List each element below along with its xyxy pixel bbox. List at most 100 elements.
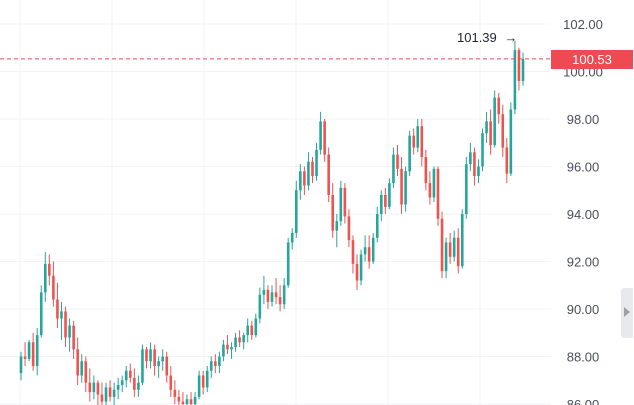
candle xyxy=(355,254,359,290)
candle xyxy=(153,344,156,376)
candle xyxy=(120,375,124,393)
candle-body xyxy=(282,285,286,305)
candle-body xyxy=(339,187,343,222)
candle-body xyxy=(388,183,391,207)
candle-body xyxy=(505,147,509,174)
candle-body xyxy=(262,290,266,295)
candle-body xyxy=(92,382,96,393)
candle-body xyxy=(60,311,63,319)
candle xyxy=(76,337,79,385)
candle xyxy=(513,40,517,115)
candle xyxy=(129,363,132,383)
candle-body xyxy=(27,342,31,359)
current-price-badge: 100.53 xyxy=(551,50,633,69)
candle xyxy=(477,159,480,184)
candle-body xyxy=(485,121,488,134)
candle xyxy=(262,275,266,305)
candle-body xyxy=(39,292,43,336)
candle-body xyxy=(43,263,47,293)
candle xyxy=(485,111,488,143)
candle xyxy=(375,206,379,243)
candle-body xyxy=(278,297,282,305)
candle-body xyxy=(359,254,363,281)
high-marker: 101.39 → xyxy=(457,30,517,45)
candle xyxy=(367,235,371,269)
candle-body xyxy=(169,375,173,390)
candle xyxy=(209,356,213,378)
candle xyxy=(343,183,347,224)
candle-body xyxy=(335,221,339,231)
candle-body xyxy=(501,114,505,148)
candle-body xyxy=(412,135,415,148)
candle-body xyxy=(230,347,233,350)
candle-body xyxy=(436,168,440,219)
candle xyxy=(416,119,420,153)
candle-body xyxy=(173,389,177,397)
candle-body xyxy=(197,375,201,397)
candle-body xyxy=(448,242,452,257)
candle-body xyxy=(48,263,51,276)
candle-body xyxy=(96,382,100,395)
candle-body xyxy=(56,299,59,319)
price-axis[interactable]: 86.0088.0090.0092.0094.0096.0098.00100.0… xyxy=(563,17,603,405)
candle xyxy=(497,92,501,124)
candle-body xyxy=(327,154,330,195)
candle-body xyxy=(460,214,464,267)
candle xyxy=(266,285,270,309)
candle-body xyxy=(201,375,205,388)
candle-body xyxy=(375,214,379,238)
candle xyxy=(52,261,55,307)
candle xyxy=(339,180,343,226)
candle xyxy=(388,178,391,210)
candle-body xyxy=(497,97,501,115)
candle xyxy=(452,230,456,262)
candle xyxy=(124,366,128,388)
candle-body xyxy=(193,396,197,404)
candle xyxy=(444,237,448,279)
candle-body xyxy=(189,399,193,404)
candle-body xyxy=(153,349,156,366)
candle-body xyxy=(242,335,245,343)
candle xyxy=(226,335,229,355)
candle xyxy=(311,157,314,184)
candle xyxy=(294,180,298,238)
candle-body xyxy=(145,349,148,362)
candle xyxy=(396,145,399,176)
axis-scroll-handle[interactable] xyxy=(621,288,633,338)
candle-body xyxy=(477,166,480,176)
candle-body xyxy=(104,387,108,402)
candle xyxy=(149,342,152,369)
candles-layer xyxy=(19,40,525,405)
candle-body xyxy=(116,385,120,390)
candle-body xyxy=(392,154,395,184)
candle-body xyxy=(286,242,290,286)
candle-body xyxy=(290,233,294,243)
candle-body xyxy=(452,237,456,257)
candle-body xyxy=(371,237,375,262)
candle-body xyxy=(408,135,411,172)
candle-body xyxy=(112,389,116,397)
candle-body xyxy=(299,171,302,191)
candle-body xyxy=(351,240,355,264)
candle-body xyxy=(129,370,132,378)
candle-body xyxy=(19,356,23,374)
candle-body xyxy=(456,237,460,267)
candle-body xyxy=(238,337,241,343)
candle xyxy=(43,252,47,302)
candle xyxy=(242,332,245,350)
candle-body xyxy=(367,247,371,262)
candle-body xyxy=(294,190,298,233)
candle-body xyxy=(420,126,424,157)
candle-body xyxy=(465,164,468,214)
candle-body xyxy=(315,149,318,176)
candle-body xyxy=(120,380,124,385)
candle xyxy=(489,109,492,155)
candle xyxy=(456,228,460,274)
candle xyxy=(282,278,286,309)
candle-body xyxy=(258,294,262,319)
candle xyxy=(189,392,193,405)
candle xyxy=(133,368,136,397)
candle xyxy=(60,301,63,340)
candle xyxy=(278,285,282,312)
